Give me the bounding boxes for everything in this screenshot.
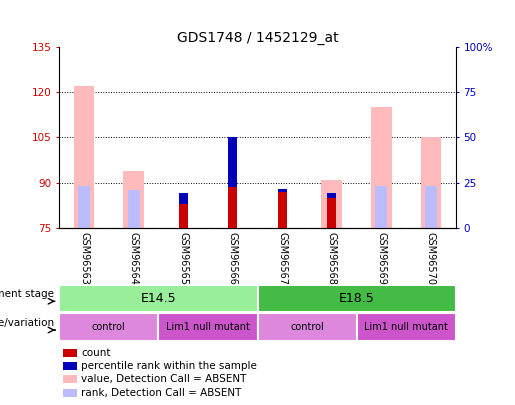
Bar bbox=[128, 190, 140, 228]
Text: GSM96569: GSM96569 bbox=[376, 232, 386, 284]
Text: rank, Detection Call = ABSENT: rank, Detection Call = ABSENT bbox=[81, 388, 242, 398]
Bar bbox=[63, 362, 77, 369]
Text: control: control bbox=[290, 322, 324, 332]
Bar bbox=[321, 179, 342, 228]
Bar bbox=[278, 189, 287, 192]
Text: Lim1 null mutant: Lim1 null mutant bbox=[364, 322, 448, 332]
Bar bbox=[63, 390, 77, 397]
Bar bbox=[228, 138, 237, 228]
Text: E14.5: E14.5 bbox=[141, 292, 176, 305]
Text: count: count bbox=[81, 348, 111, 358]
Bar bbox=[59, 285, 258, 312]
Bar bbox=[375, 185, 387, 228]
Bar bbox=[123, 171, 144, 228]
Bar bbox=[421, 138, 441, 228]
Bar bbox=[63, 375, 77, 383]
Bar bbox=[63, 349, 77, 357]
Text: genotype/variation: genotype/variation bbox=[0, 318, 55, 328]
Bar bbox=[425, 185, 437, 228]
Bar bbox=[258, 285, 456, 312]
Bar bbox=[179, 204, 187, 228]
Bar bbox=[356, 313, 456, 341]
Text: GSM96570: GSM96570 bbox=[426, 232, 436, 285]
Bar bbox=[59, 313, 159, 341]
Text: percentile rank within the sample: percentile rank within the sample bbox=[81, 361, 257, 371]
Bar bbox=[228, 138, 237, 187]
Text: GSM96568: GSM96568 bbox=[327, 232, 337, 284]
Text: GSM96565: GSM96565 bbox=[178, 232, 188, 285]
Text: GSM96564: GSM96564 bbox=[129, 232, 139, 284]
Text: GSM96563: GSM96563 bbox=[79, 232, 89, 284]
Text: GSM96566: GSM96566 bbox=[228, 232, 238, 284]
Text: GSM96567: GSM96567 bbox=[277, 232, 287, 285]
Bar bbox=[179, 193, 187, 204]
Text: E18.5: E18.5 bbox=[339, 292, 374, 305]
Bar bbox=[159, 313, 258, 341]
Title: GDS1748 / 1452129_at: GDS1748 / 1452129_at bbox=[177, 31, 338, 45]
Bar bbox=[258, 313, 356, 341]
Bar bbox=[278, 192, 287, 228]
Text: Lim1 null mutant: Lim1 null mutant bbox=[166, 322, 250, 332]
Bar bbox=[371, 107, 392, 228]
Text: development stage: development stage bbox=[0, 289, 55, 299]
Bar bbox=[74, 86, 94, 228]
Bar bbox=[328, 193, 336, 198]
Text: value, Detection Call = ABSENT: value, Detection Call = ABSENT bbox=[81, 374, 246, 384]
Text: control: control bbox=[92, 322, 126, 332]
Bar bbox=[328, 198, 336, 228]
Bar bbox=[78, 185, 90, 228]
